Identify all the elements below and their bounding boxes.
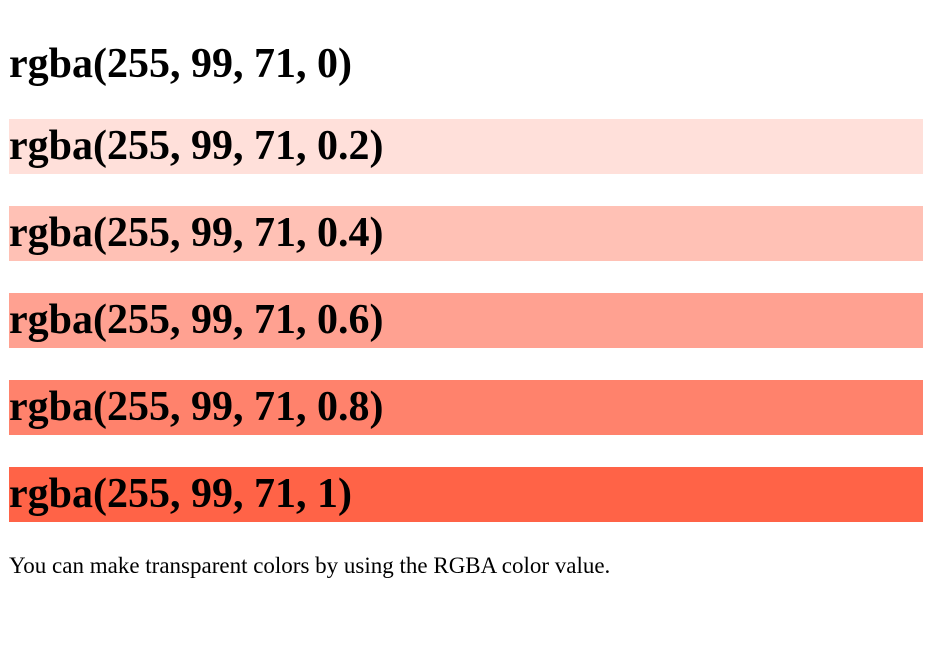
page-content: rgba(255, 99, 71, 0) rgba(255, 99, 71, 0… <box>9 0 923 581</box>
heading-rgba-0-6: rgba(255, 99, 71, 0.6) <box>9 293 923 348</box>
heading-rgba-0-4: rgba(255, 99, 71, 0.4) <box>9 206 923 261</box>
heading-rgba-0-2: rgba(255, 99, 71, 0.2) <box>9 119 923 174</box>
heading-rgba-0: rgba(255, 99, 71, 0) <box>9 41 352 87</box>
heading-rgba-0-8: rgba(255, 99, 71, 0.8) <box>9 380 923 435</box>
description-paragraph: You can make transparent colors by using… <box>9 553 611 578</box>
heading-rgba-1: rgba(255, 99, 71, 1) <box>9 467 923 522</box>
